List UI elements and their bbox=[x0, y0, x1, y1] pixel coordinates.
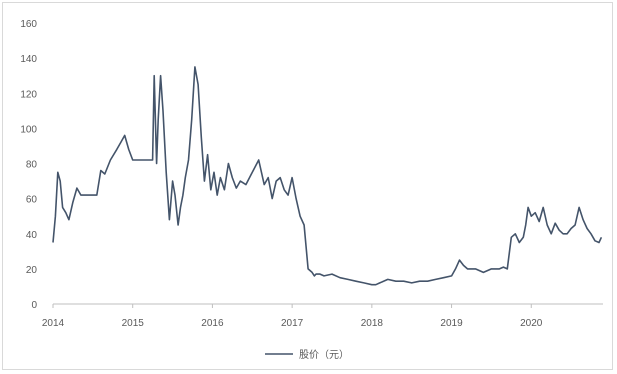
x-tick-label: 2020 bbox=[520, 318, 543, 329]
y-tick-label: 120 bbox=[20, 89, 37, 100]
x-tick-label: 2016 bbox=[201, 318, 224, 329]
y-tick-label: 140 bbox=[20, 54, 37, 65]
x-tick-label: 2018 bbox=[361, 318, 384, 329]
y-tick-label: 160 bbox=[20, 19, 37, 30]
x-tick-label: 2014 bbox=[42, 318, 65, 329]
y-axis-ticks: 0 20 40 60 80 100 120 140 160 bbox=[20, 19, 37, 311]
y-tick-label: 20 bbox=[26, 265, 38, 276]
x-tick-label: 2019 bbox=[440, 318, 463, 329]
y-tick-label: 100 bbox=[20, 124, 37, 135]
y-tick-label: 80 bbox=[26, 160, 38, 171]
x-axis-ticks: 2014 2015 2016 2017 2018 2019 2020 bbox=[42, 318, 543, 329]
y-tick-label: 60 bbox=[26, 195, 38, 206]
series-line-stock-price bbox=[52, 66, 603, 286]
x-tick-label: 2015 bbox=[122, 318, 145, 329]
legend: 股价（元） bbox=[265, 349, 349, 361]
y-tick-label: 0 bbox=[31, 300, 37, 311]
chart-frame bbox=[2, 2, 613, 370]
x-axis-tick-marks bbox=[52, 304, 532, 308]
legend-label: 股价（元） bbox=[299, 349, 349, 361]
y-tick-label: 40 bbox=[26, 230, 38, 241]
x-tick-label: 2017 bbox=[281, 318, 304, 329]
